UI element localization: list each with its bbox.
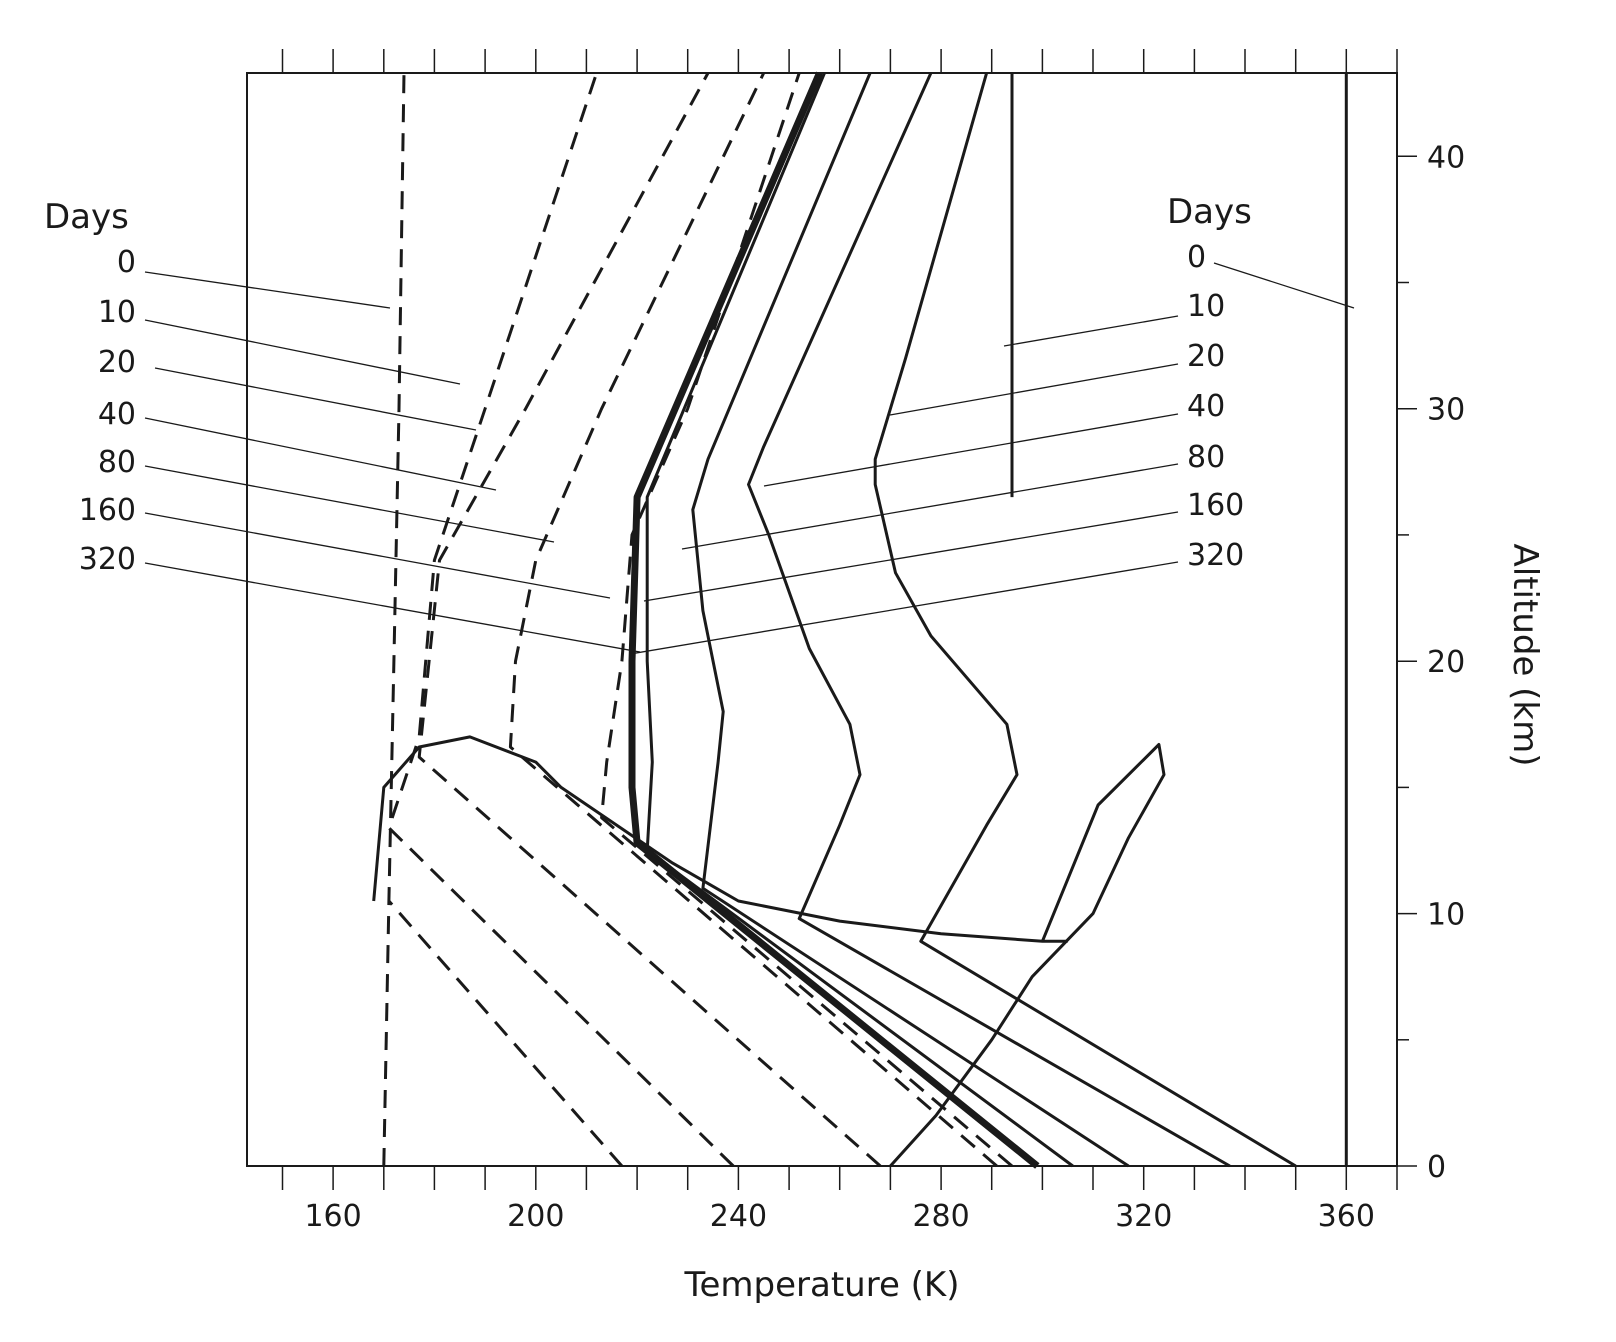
series-line-14 bbox=[889, 743, 1166, 1168]
series-line-9 bbox=[691, 72, 1130, 1168]
x-tick-label: 320 bbox=[1115, 1199, 1172, 1234]
legend-leader-line bbox=[1213, 262, 1355, 309]
axis-ticks bbox=[281, 49, 1417, 1190]
y-tick-label: 0 bbox=[1427, 1150, 1446, 1185]
series-line-8 bbox=[645, 72, 1074, 1168]
y-tick-labels: 0 10 20 30 40 bbox=[1427, 140, 1465, 1185]
legend-leader-line bbox=[1003, 315, 1179, 347]
x-axis-label: Temperature (K) bbox=[683, 1265, 959, 1305]
right-legend-entry: 20 bbox=[1187, 339, 1225, 374]
y-tick-label: 20 bbox=[1427, 645, 1465, 680]
series-line-13 bbox=[372, 735, 1068, 943]
series-line-10 bbox=[747, 72, 1231, 1168]
right-legend-entry: 10 bbox=[1187, 289, 1225, 324]
left-legend-entry: 160 bbox=[79, 493, 136, 528]
legend-leader-line bbox=[144, 512, 611, 599]
left-legend: Days 0 10 20 40 80 160 320 bbox=[44, 197, 136, 577]
legend-leader-line bbox=[144, 319, 461, 385]
series-line-2 bbox=[387, 900, 624, 1167]
right-legend: Days 0 10 20 40 80 160 320 bbox=[1167, 192, 1252, 573]
series-line-3 bbox=[387, 72, 735, 1168]
series-line-5 bbox=[508, 72, 998, 1168]
series-line-1 bbox=[382, 72, 406, 1167]
y-tick-label: 40 bbox=[1427, 140, 1465, 175]
y-tick-label: 10 bbox=[1427, 898, 1465, 933]
x-tick-labels: 160 200 240 280 320 360 bbox=[304, 1199, 1374, 1234]
right-legend-title: Days bbox=[1167, 192, 1252, 232]
plot-frame bbox=[246, 72, 1398, 1167]
legend-leader-line bbox=[144, 417, 497, 491]
legend-leader-line bbox=[154, 367, 477, 431]
series-lines bbox=[372, 71, 1348, 1169]
legend-leader-line bbox=[643, 511, 1179, 602]
legend-leader-line bbox=[629, 561, 1179, 655]
legend-leader-line bbox=[681, 463, 1179, 550]
legend-leader-lines bbox=[144, 262, 1355, 655]
left-legend-entry: 80 bbox=[98, 445, 136, 480]
series-line-4 bbox=[417, 72, 882, 1168]
series-line-6 bbox=[600, 72, 1013, 1168]
left-legend-title: Days bbox=[44, 197, 129, 237]
right-legend-entry: 160 bbox=[1187, 488, 1244, 523]
right-legend-entry: 0 bbox=[1187, 240, 1206, 275]
x-tick-label: 160 bbox=[304, 1199, 361, 1234]
legend-leader-line bbox=[763, 413, 1179, 487]
x-tick-label: 360 bbox=[1318, 1199, 1375, 1234]
left-legend-entry: 40 bbox=[98, 397, 136, 432]
legend-leader-line bbox=[144, 271, 391, 309]
y-tick-label: 30 bbox=[1427, 393, 1465, 428]
left-legend-entry: 20 bbox=[98, 345, 136, 380]
series-line-7 bbox=[628, 71, 1040, 1169]
x-tick-label: 280 bbox=[912, 1199, 969, 1234]
right-legend-entry: 80 bbox=[1187, 440, 1225, 475]
x-tick-label: 240 bbox=[710, 1199, 767, 1234]
x-tick-label: 200 bbox=[507, 1199, 564, 1234]
right-legend-entry: 40 bbox=[1187, 389, 1225, 424]
y-axis-label: Altitude (km) bbox=[1505, 543, 1545, 766]
left-legend-entry: 0 bbox=[117, 245, 136, 280]
left-legend-entry: 10 bbox=[98, 295, 136, 330]
legend-leader-line bbox=[144, 465, 555, 543]
right-legend-entry: 320 bbox=[1187, 538, 1244, 573]
series-line-11 bbox=[873, 72, 1297, 1168]
legend-leader-line bbox=[144, 562, 641, 653]
legend-leader-line bbox=[889, 363, 1179, 416]
left-legend-entry: 320 bbox=[79, 542, 136, 577]
